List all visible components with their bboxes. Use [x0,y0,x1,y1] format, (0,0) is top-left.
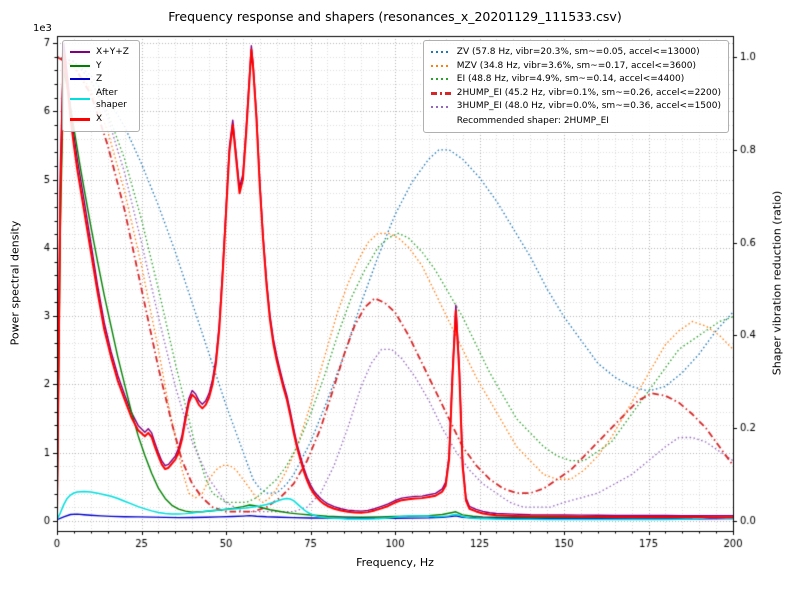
legend-line-sample-icon [70,64,90,67]
chart-title: Frequency response and shapers (resonanc… [168,9,622,24]
legend-footer-recommended-shaper: Recommended shaper: 2HUMP_EI [456,115,609,126]
legend-entry: X+Y+Z [70,46,132,59]
legend-entry: EI (48.8 Hz, vibr=4.9%, sm~=0.14, accel<… [430,73,721,86]
legend-line-sample-icon [70,117,90,121]
legend-label: EI (48.8 Hz, vibr=4.9%, sm~=0.14, accel<… [456,74,685,85]
legend-line-sample-icon [70,51,90,54]
legend-entry: MZV (34.8 Hz, vibr=3.6%, sm~=0.17, accel… [430,60,721,73]
legend-label: MZV (34.8 Hz, vibr=3.6%, sm~=0.17, accel… [456,60,696,71]
legend-label: ZV (57.8 Hz, vibr=20.3%, sm~=0.05, accel… [456,47,700,57]
legend-entry: 3HUMP_EI (48.0 Hz, vibr=0.0%, sm~=0.36, … [430,100,721,113]
legend-label: X+Y+Z [96,47,129,57]
left-axis-offset-text: 1e3 [33,23,52,34]
legend-line-sample-icon [430,78,451,81]
right-y-axis-label: Shaper vibration reduction (ratio) [770,190,784,376]
legend-entry: After shaper [70,87,132,112]
psd-legend: X+Y+Z Y Z After shaper X [62,40,140,132]
shaper-legend: ZV (57.8 Hz, vibr=20.3%, sm~=0.05, accel… [422,40,729,133]
left-y-axis-label: Power spectral density [8,220,22,346]
legend-entry: Z [70,73,132,86]
legend-line-sample-icon [430,105,451,108]
legend-entry: X [70,113,132,126]
legend-label: Z [96,74,103,85]
legend-label: 3HUMP_EI (48.0 Hz, vibr=0.0%, sm~=0.36, … [456,101,721,112]
legend-label: X [96,113,103,124]
legend-line-sample-icon [70,78,90,81]
x-axis-label: Frequency, Hz [356,556,434,569]
legend-line-sample-icon [430,64,451,67]
legend-label: Y [96,60,102,71]
legend-entry: 2HUMP_EI (45.2 Hz, vibr=0.1%, sm~=0.26, … [430,87,721,100]
legend-entry: ZV (57.8 Hz, vibr=20.3%, sm~=0.05, accel… [430,46,721,59]
legend-line-sample-icon [430,91,451,95]
legend-line-sample-icon [70,98,90,101]
legend-label: 2HUMP_EI (45.2 Hz, vibr=0.1%, sm~=0.26, … [456,87,721,98]
legend-line-sample-icon [430,51,451,54]
legend-entry: Y [70,60,132,73]
legend-label: After shaper [96,87,127,111]
